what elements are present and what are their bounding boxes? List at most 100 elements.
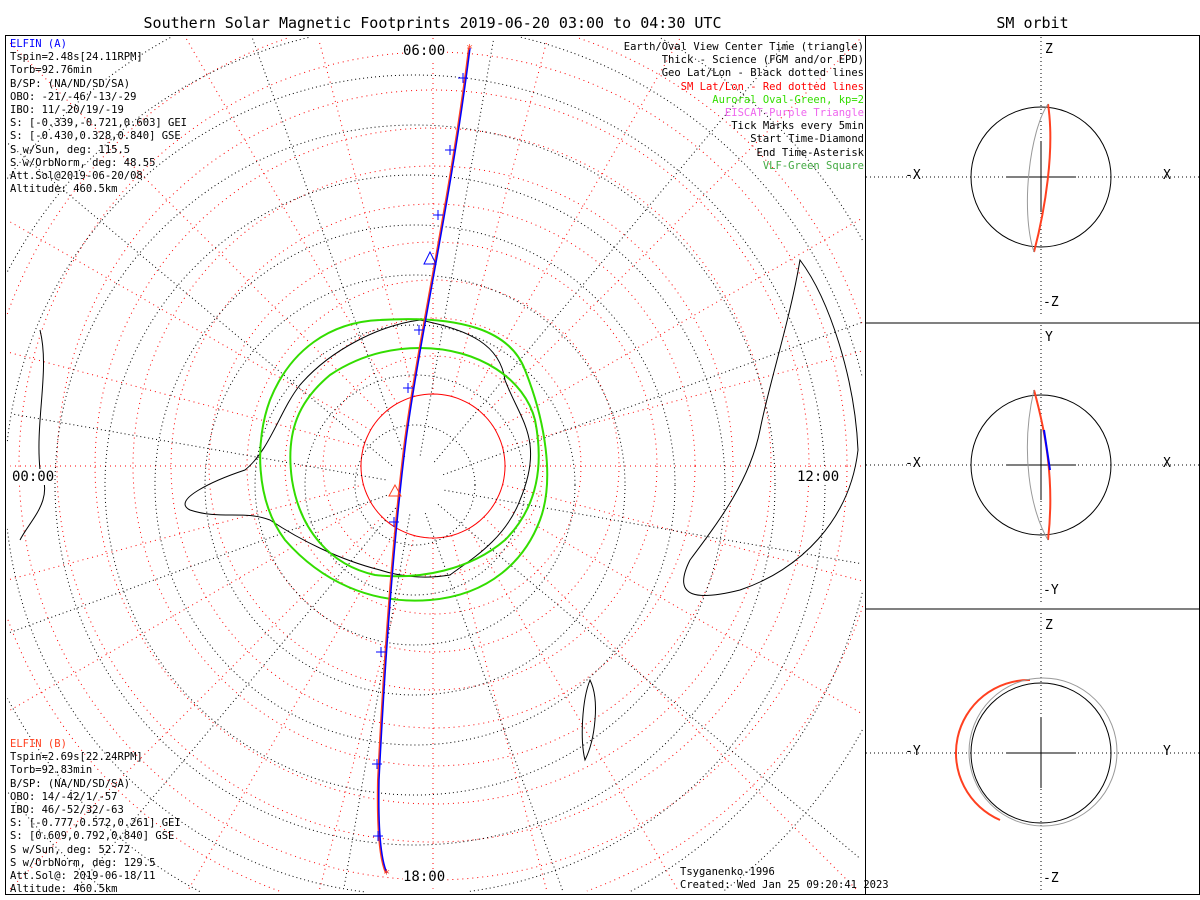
info-line: B/SP: (NA/ND/SD/SA) [10,777,131,790]
view-center-triangle-b [388,483,402,497]
model-label: Tsyganenko-1996 [680,866,775,878]
sm-longitude-line [495,501,862,714]
geo-longitude-line [437,503,862,860]
legend-item: SM Lat/Lon - Red dotted lines [680,80,864,93]
sm-longitude-line [8,351,364,448]
info-line: Att.Sol@: 2019-06-18/11 [10,870,156,883]
mlt-label-00: 00:00 [12,469,55,485]
sm-longitude-line [318,535,415,891]
orbit-axis-label-right: X [1163,456,1171,471]
info-line: S w/Sun, deg: 52.72 [10,843,131,856]
australia-coastline [683,258,859,596]
sm-latitude-circle [208,241,658,691]
geo-latitude-circle [468,485,826,892]
geo-latitude-circle [154,224,676,746]
info-line: IBO: 11/-20/19/-19 [10,104,124,117]
orbit-b-xz [1033,103,1052,253]
info-line: OBO: 14/-42/1/-57 [10,790,118,803]
geo-latitude-circle [204,274,626,696]
info-line: OBO: -21/-46/-13/-29 [10,90,137,103]
orbit-axis-label-up: Y [1045,330,1053,345]
auroral-oval-outer [259,318,549,602]
info-line: Torb=92.83min [10,764,93,777]
orbit-b-yz [954,678,1031,821]
sm-longitude-line [451,535,548,891]
legend-item: End Time-Asterisk [756,146,864,159]
orbit-axis-label-left: -X [905,168,921,183]
sm-latitude-circle [132,165,734,767]
orbit-panel-title: SM orbit [996,14,1069,32]
orbit-a-science [1043,429,1051,471]
sm-longitude-line [9,501,371,711]
geo-longitude-line [251,37,406,457]
mlt-label-18: 18:00 [403,869,446,885]
info-line: S: [-0.339,-0.721,0.603] GEI [10,117,188,130]
end-asterisk: * [466,42,473,56]
sm-longitude-line [502,484,863,582]
sm-latitude-circle [94,127,772,805]
elfin-b-track [376,47,470,874]
sm-longitude-line [185,37,398,404]
info-line: Att.Sol@2019-06-20/08 [10,170,143,183]
sm-longitude-line [483,38,861,416]
legend-item: Tick Marks every 5min [731,120,864,133]
geo-latitude-circle [7,36,310,272]
orbit-axis-label-up: Z [1045,42,1053,57]
orbit-a-xy [1026,389,1049,541]
geo-latitude-circle [660,37,863,241]
africa-coastline [19,329,46,541]
orbit-axis-label-down: -Y [1043,583,1059,598]
geo-latitude-circle [6,74,826,485]
info-line: Altitude: 460.5km [10,883,118,896]
orbit-a-yz [968,677,1118,827]
mlt-label-12: 12:00 [797,469,840,485]
sm-latitude-circle [586,605,864,892]
legend-item: Auroral Oval-Green, kp=2 [712,93,864,106]
info-line: B/SP: (NA/ND/SD/SA) [10,77,131,90]
elfin-a-track [378,47,471,874]
footprint-map-frame [5,35,866,895]
legend: Earth/Oval View Center Time (triangle) Th… [624,41,864,173]
sm-latitude-circle [322,355,544,577]
legend-item: Start Time-Diamond [750,133,864,146]
info-line: Tspin=2.69s[22.24RPM] [10,751,143,764]
info-line: S w/OrbNorm, deg: 129.5 [10,856,156,869]
info-line: S: [-0.777,0.572,0.261] GEI [10,817,181,830]
info-line: S: [0.609,0.792,0.840] GSE [10,830,175,843]
geo-latitude-circle [54,124,776,846]
end-asterisk: * [383,867,390,881]
sm-latitude-circle [246,279,620,653]
orbit-axis-label-down: -Z [1043,295,1059,310]
info-line: S w/OrbNorm, deg: 48.55 [10,156,156,169]
geo-longitude-line [12,413,386,481]
created-timestamp: Created: Wed Jan 25 09:20:41 2023 [680,879,889,891]
geo-longitude-line [343,514,411,888]
legend-item: Thick - Science (FGM and/or EPD) [661,54,864,67]
orbit-a-xz [1026,103,1049,253]
geo-longitude-line [76,507,397,889]
orbit-axis-label-right: Y [1163,744,1171,759]
info-line: S w/Sun, deg: 115.5 [10,143,131,156]
new-zealand-coastline [581,678,596,762]
elfin-b-name: ELFIN (B) [10,738,67,750]
geo-latitude-circle [7,36,172,179]
sm-longitude-line [318,41,415,397]
info-line: Torb=92.76min [10,64,93,77]
sm-latitude-circle [18,51,848,881]
geo-latitude-circle [354,424,476,546]
legend-item: EISCAT-Purple Triangle [724,107,864,120]
orbit-axis-label-left: -Y [905,744,921,759]
geo-latitude-circle [630,592,863,892]
sm-latitude-circle [284,317,582,615]
sm-latitude-circle [360,393,506,539]
sm-longitude-line [502,350,863,448]
elfin-a-name: ELFIN (A) [10,38,67,50]
sm-longitude-line [495,218,862,431]
sm-longitude-line [468,528,678,890]
view-center-triangle-a [423,250,437,265]
legend-item: Geo Lat/Lon - Black dotted lines [661,67,864,80]
orbit-axis-label-up: Z [1045,618,1053,633]
geo-latitude-circle [520,36,863,378]
elfin-b-info: ELFIN (B) Tspin=2.69s[22.24RPM] Torb=92.8… [10,738,181,896]
